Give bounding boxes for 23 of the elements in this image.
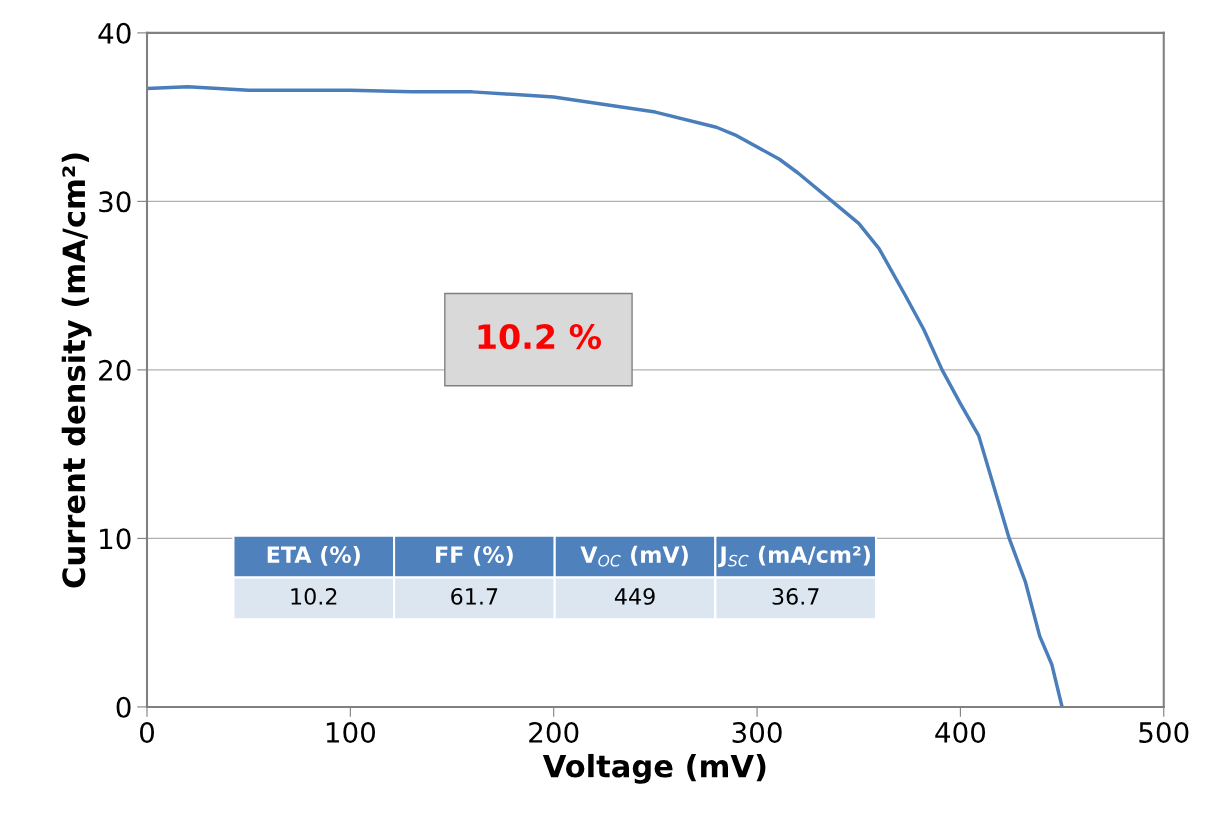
line-series [147,85,1064,707]
y-tick-label: 0 [116,696,131,718]
annotation: 36.7 [772,588,819,605]
annotation: 10.2 [291,588,337,605]
x-tick-label: 400 [935,721,986,744]
y-tick-label: 40 [98,22,131,44]
x-tick-label: 300 [732,721,782,744]
annotation: 10.2 % [478,324,602,350]
x-axis-title: Voltage (mV) [542,753,766,784]
x-tick-label: 500 [1139,721,1189,744]
annotation: V$_{OC}$ (mV) [580,545,688,567]
annotation: FF (%) [436,545,513,566]
x-tick-label: 100 [326,721,376,744]
annotation: J$_{SC}$ (mA/cm²) [718,545,870,568]
x-tick-label: 0 [139,721,154,744]
y-axis-title: Current density (mA/cm²) [61,153,92,588]
y-tick-label: 20 [99,359,131,381]
annotation: 449 [614,588,655,605]
annotation: ETA (%) [267,545,360,566]
x-tick-label: 200 [529,721,579,744]
y-tick-label: 10 [100,528,131,550]
annotation: 61.7 [451,588,498,605]
y-tick-label: 30 [99,191,131,213]
